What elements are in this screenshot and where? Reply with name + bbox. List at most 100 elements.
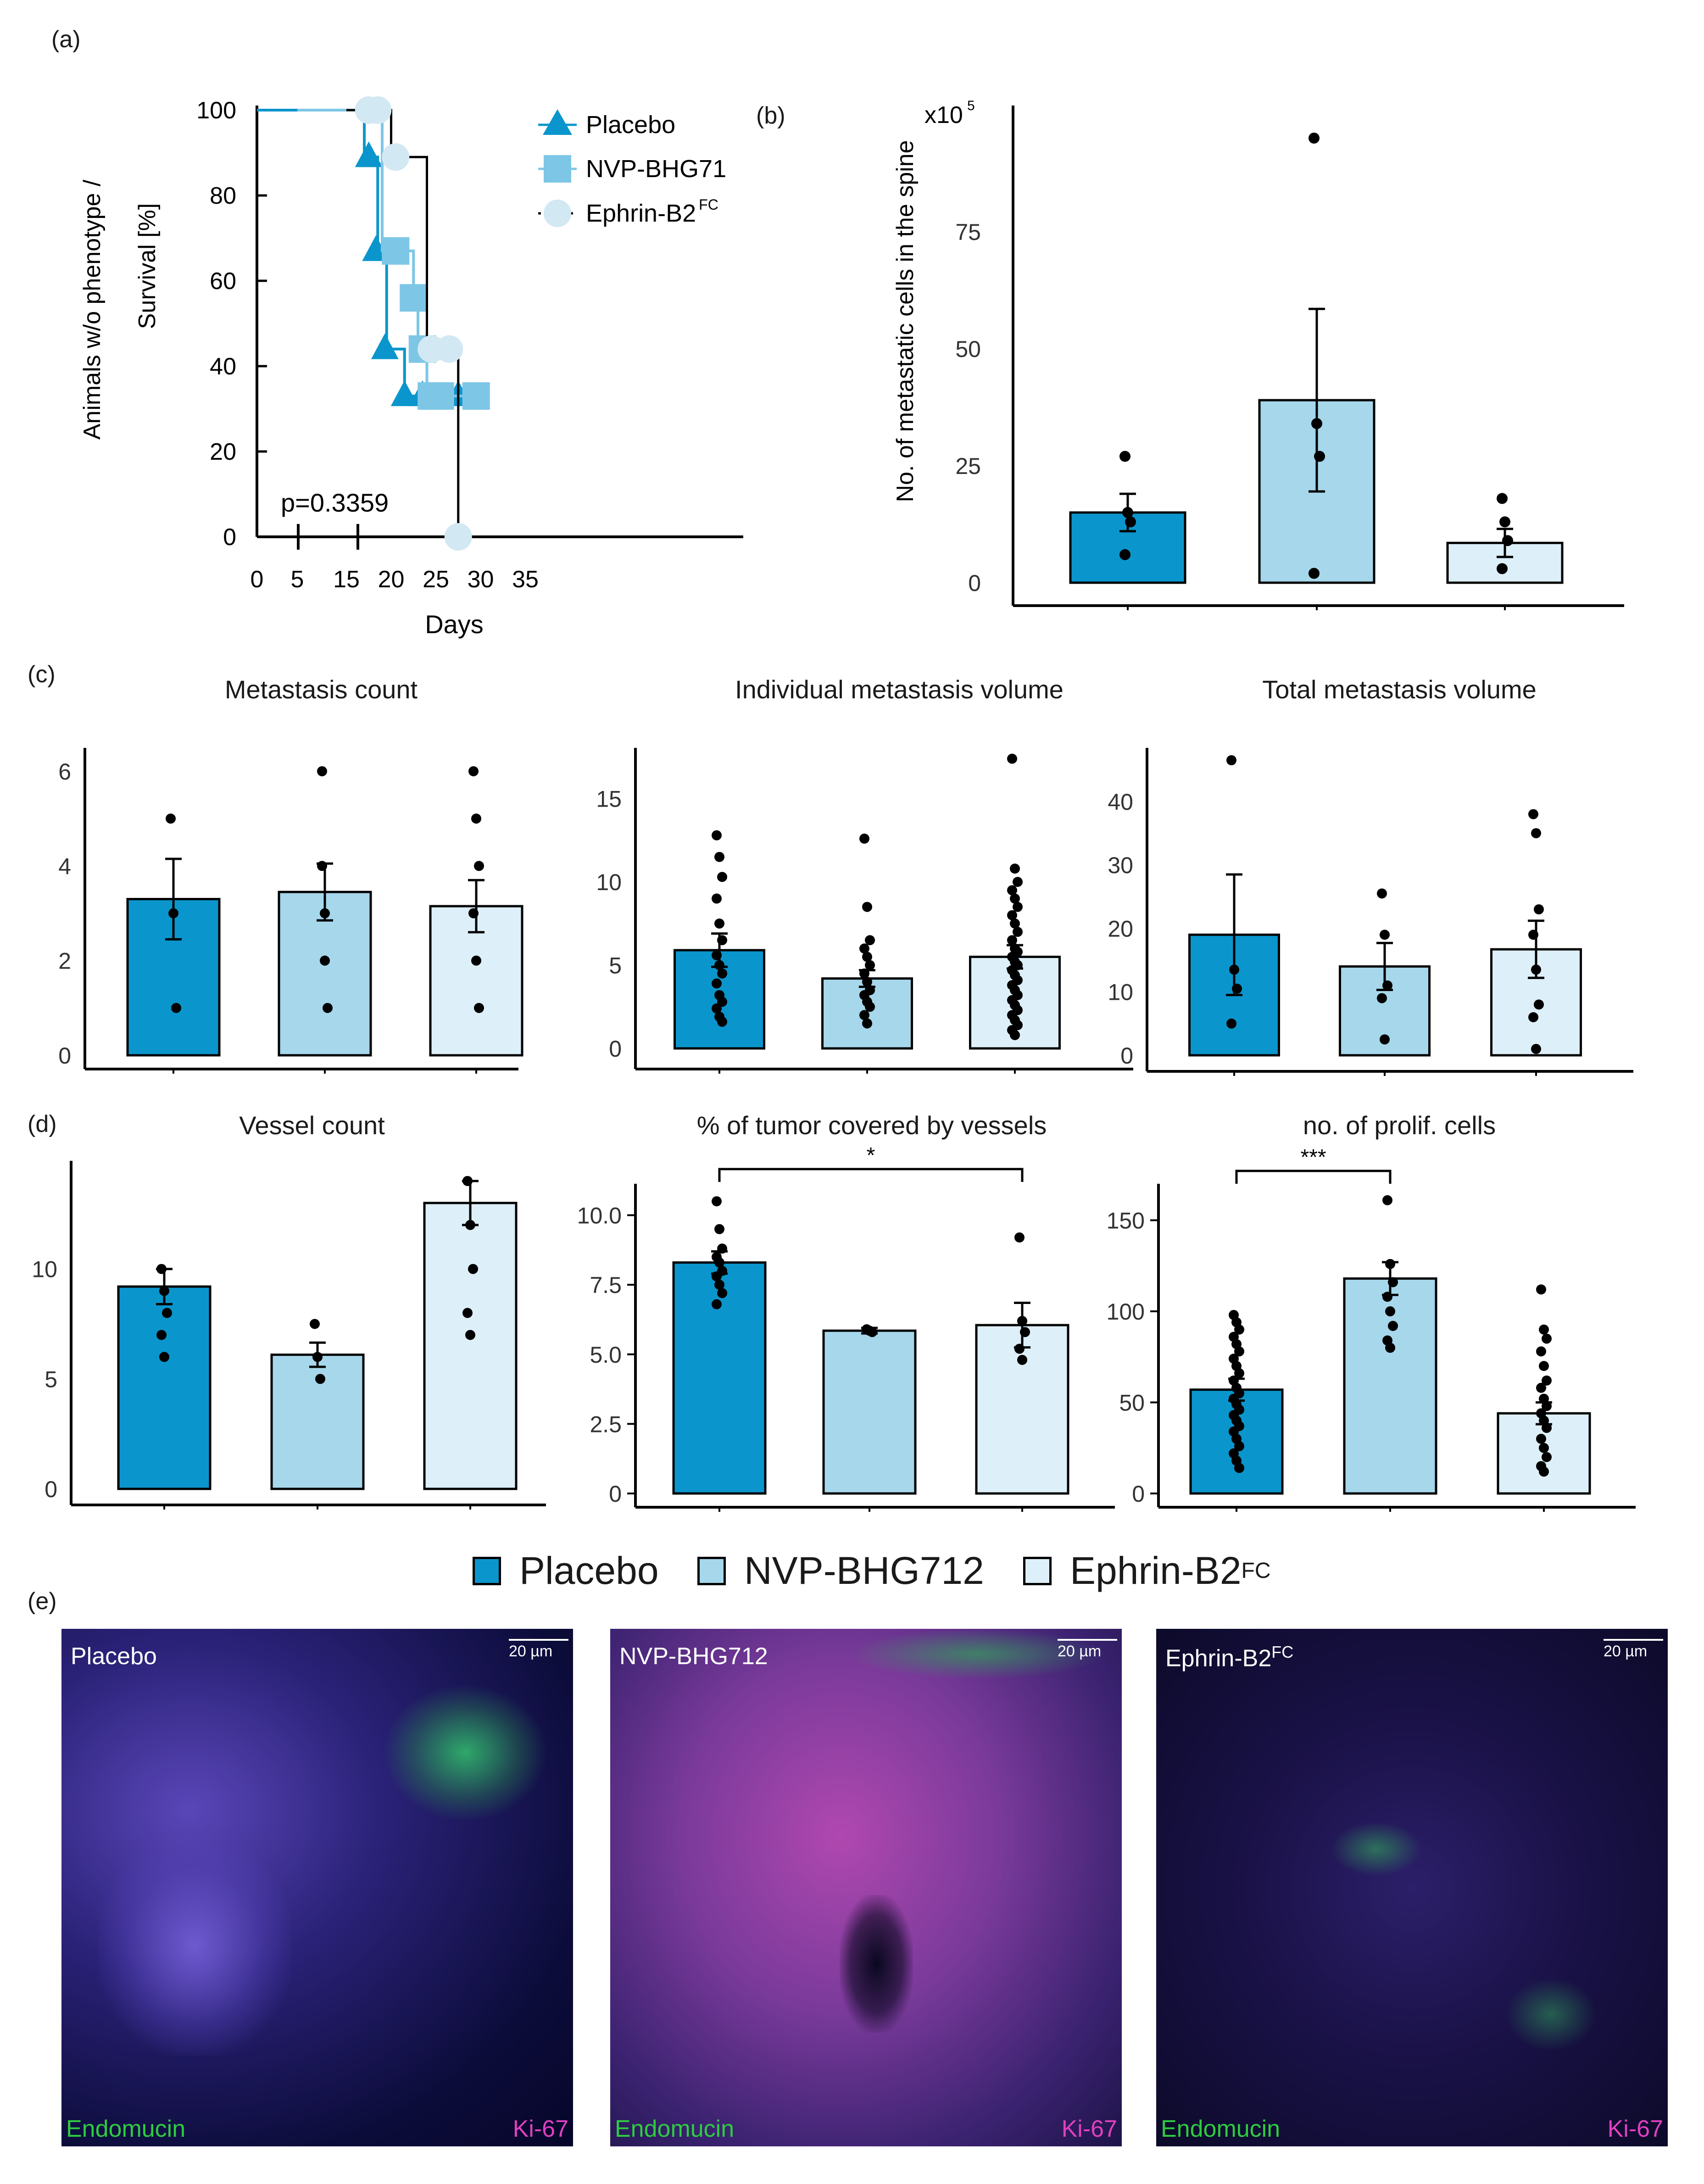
data-point <box>1309 568 1320 579</box>
y-tick-label: 100 <box>1107 1299 1145 1325</box>
panel-label-c: (c) <box>28 661 56 688</box>
data-point <box>1539 1361 1549 1371</box>
y-tick-label: 100 <box>196 97 236 124</box>
data-point <box>862 976 872 987</box>
circle-marker <box>364 96 392 124</box>
data-point <box>1013 902 1023 912</box>
triangle-marker <box>355 141 383 167</box>
data-point <box>465 1330 475 1340</box>
data-point <box>865 960 875 970</box>
data-point <box>156 1330 167 1340</box>
series-line-3 <box>346 109 460 537</box>
legend-nvp: NVP-BHG712 <box>697 1549 984 1593</box>
data-point <box>1017 1354 1027 1365</box>
legend-label: Ephrin-B2 <box>586 200 696 227</box>
data-point <box>1528 1012 1538 1023</box>
legend-placebo: Placebo <box>473 1549 659 1593</box>
data-point <box>1119 451 1130 462</box>
y-tick-label: 0 <box>58 1043 71 1069</box>
y-tick-label: 0 <box>45 1476 57 1502</box>
data-point <box>1014 1232 1025 1243</box>
y-tick-label: 10 <box>32 1257 57 1282</box>
data-point <box>471 813 481 824</box>
data-point <box>1377 993 1387 1003</box>
data-point <box>717 1243 727 1254</box>
micrograph-title-base: Ephrin-B2 <box>1165 1645 1272 1672</box>
data-point <box>717 997 727 1007</box>
x-tick-label: 5 <box>291 566 304 593</box>
data-point <box>1232 983 1242 994</box>
data-point <box>1122 507 1133 518</box>
data-point <box>1010 893 1020 904</box>
data-point <box>859 943 869 954</box>
significance-bracket <box>1235 1170 1392 1184</box>
data-point <box>1226 755 1236 765</box>
y-tick-label: 80 <box>210 183 236 209</box>
micrograph-title: Placebo <box>71 1643 157 1670</box>
data-point <box>1497 493 1508 504</box>
data-point <box>712 978 722 989</box>
data-point <box>865 1002 875 1012</box>
legend-square <box>544 155 571 183</box>
data-point <box>317 861 327 871</box>
y-tick-label: 20 <box>210 439 236 465</box>
data-point <box>1531 828 1541 838</box>
micrograph-title: NVP-BHG712 <box>619 1643 768 1670</box>
data-point <box>471 955 481 966</box>
data-point <box>717 1288 727 1298</box>
y-tick-label: 10.0 <box>577 1203 622 1229</box>
data-point <box>1382 1292 1392 1302</box>
title-total-volume: Total metastasis volume <box>1262 675 1537 704</box>
bar-ephrin <box>975 1324 1069 1495</box>
legend-superscript: FC <box>699 196 718 213</box>
micrograph-placebo: Placebo 20 µm Endomucin Ki-67 <box>61 1629 573 2146</box>
data-point <box>714 1224 724 1234</box>
data-point <box>712 950 722 960</box>
scale-bar: 20 µm <box>509 1639 568 1660</box>
y-tick-label: 0 <box>609 1481 622 1507</box>
p-value-annotation: p=0.3359 <box>281 488 389 517</box>
data-point <box>1226 1018 1236 1029</box>
title-individual-volume: Individual metastasis volume <box>735 675 1064 704</box>
data-point <box>714 1280 724 1290</box>
data-point <box>1385 1306 1395 1317</box>
endomucin-signal <box>1505 1978 1597 2051</box>
legend-ephrin-swatch <box>1023 1556 1052 1585</box>
title-vessel-count: Vessel count <box>239 1111 385 1140</box>
data-point <box>1007 885 1017 896</box>
data-point <box>1382 1195 1392 1205</box>
legend-nvp-swatch <box>697 1556 726 1585</box>
data-point <box>320 908 330 919</box>
data-point <box>1382 980 1392 991</box>
y-multiplier: x10 <box>924 102 963 128</box>
x-axis-label: Days <box>425 610 484 639</box>
square-marker <box>400 284 428 312</box>
data-point <box>1539 1466 1549 1477</box>
data-point <box>1234 1346 1244 1357</box>
data-point <box>317 766 327 776</box>
data-point <box>714 852 724 862</box>
data-point <box>462 1308 473 1318</box>
endomucin-signal <box>1331 1822 1422 1877</box>
data-point <box>1377 888 1387 899</box>
data-point <box>1380 930 1390 940</box>
y-axis-label: No. of metastatic cells in the spine <box>892 140 919 502</box>
y-tick-label: 50 <box>1119 1390 1145 1416</box>
data-point <box>717 872 727 882</box>
data-point <box>1010 918 1020 929</box>
data-point <box>1010 1030 1020 1040</box>
data-point <box>712 1299 722 1309</box>
y-tick-label: 0 <box>1120 1043 1133 1069</box>
data-point <box>159 1352 169 1362</box>
y-tick-label: 2 <box>58 948 71 974</box>
data-point <box>1380 1034 1390 1045</box>
title-metastasis-count: Metastasis count <box>224 675 418 704</box>
square-marker <box>426 382 454 410</box>
ki67-label: Ki-67 <box>512 2116 568 2142</box>
legend-ephrin-label: Ephrin-B2 <box>1070 1549 1242 1592</box>
bar-nvp <box>822 1329 917 1495</box>
square-marker <box>462 382 490 410</box>
y-axis-label-2: Survival [%] <box>134 203 161 329</box>
ki67-label: Ki-67 <box>1061 2116 1117 2142</box>
data-point <box>468 908 479 919</box>
